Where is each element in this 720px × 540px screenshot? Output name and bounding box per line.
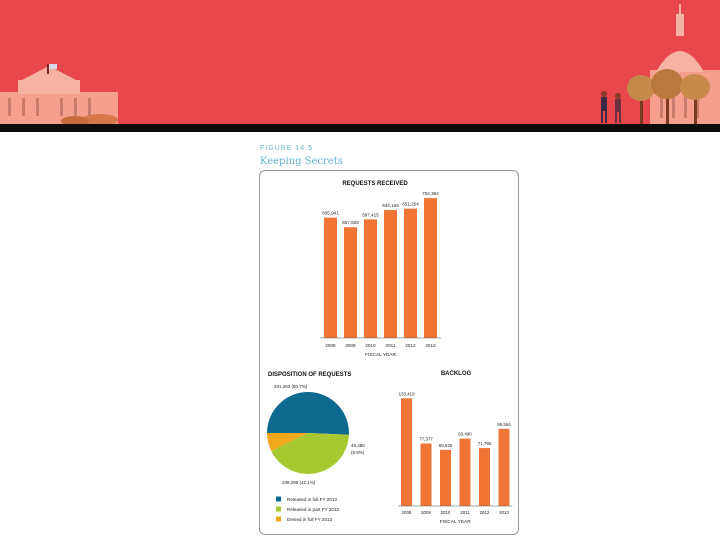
- backlog-tick-label-2013: 2013: [499, 510, 509, 515]
- requests-tick-label-2011: 2011: [386, 343, 396, 348]
- chart-card: REQUESTS RECEIVED 605,941 2008 557,825 2009 5…: [259, 170, 519, 535]
- legend-swatch-2: [276, 506, 281, 512]
- figure-title: Keeping Secrets: [260, 156, 343, 167]
- backlog-bar-2009: [420, 443, 432, 506]
- backlog-tick-label-2008: 2008: [402, 510, 412, 515]
- pie-slice-label-3-percent: (8.9%): [351, 450, 365, 455]
- trees-illustration: [627, 69, 710, 124]
- pie-slice-2: [271, 433, 349, 474]
- capitol-illustration: [650, 4, 720, 124]
- backlog-value-label-2009: 77,377: [419, 437, 433, 442]
- requests-bar-2008: [324, 217, 337, 338]
- legend-label-1: Released in full FY 2013: [287, 497, 337, 502]
- banner-illustration: [0, 4, 720, 124]
- requests-bar-2013: [424, 198, 437, 338]
- requests-value-label-2012: 651,254: [402, 202, 419, 207]
- pie-slice-3: [267, 433, 308, 451]
- pie-slice-label-1: 331,263 (50.7%): [274, 384, 308, 389]
- pie-slice-label-3-count: 45,380: [351, 443, 365, 448]
- backlog-chart-title: BACKLOG: [441, 371, 472, 377]
- requests-x-axis-label: FISCAL YEAR: [365, 352, 396, 358]
- backlog-bar-2010: [440, 449, 451, 506]
- requests-chart-title: REQUESTS RECEIVED: [342, 181, 408, 187]
- backlog-tick-label-2011: 2011: [460, 510, 470, 515]
- requests-tick-label-2009: 2009: [345, 343, 356, 348]
- requests-bar-2009: [344, 227, 357, 338]
- backlog-tick-label-2009: 2009: [421, 510, 431, 515]
- backlog-value-label-2010: 69,526: [439, 443, 453, 448]
- backlog-value-label-2012: 71,790: [478, 441, 492, 446]
- backlog-bar-2013: [498, 428, 510, 506]
- header-banner: [0, 0, 720, 124]
- requests-value-label-2013: 704,394: [422, 191, 439, 196]
- backlog-bar-2012: [479, 448, 490, 506]
- backlog-x-axis-label: FISCAL YEAR: [440, 519, 471, 525]
- requests-bar-2012: [404, 208, 417, 338]
- legend-swatch-1: [276, 496, 281, 502]
- backlog-value-label-2013: 95,564: [497, 422, 511, 427]
- requests-value-label-2011: 644,165: [382, 203, 399, 208]
- legend-label-2: Released in part FY 2013: [287, 507, 339, 512]
- pie-slice-label-2: 238,296 (42.1%): [282, 480, 316, 485]
- requests-tick-label-2010: 2010: [365, 343, 376, 348]
- legend-label-3: Denied in full FY 2013: [287, 517, 333, 522]
- requests-tick-label-2013: 2013: [425, 343, 436, 348]
- figure-label: FIGURE 14.5: [260, 145, 314, 152]
- requests-value-label-2009: 557,825: [342, 220, 359, 225]
- pie-slice-1: [267, 392, 349, 435]
- backlog-bar-2008: [401, 398, 412, 506]
- backlog-tick-label-2012: 2012: [480, 510, 490, 515]
- banner-rule: [0, 124, 720, 132]
- backlog-value-label-2011: 83,490: [458, 432, 472, 437]
- people-illustration: [601, 91, 621, 123]
- legend-swatch-3: [276, 516, 281, 522]
- chart-canvas: REQUESTS RECEIVED 605,941 2008 557,825 2009 5…: [267, 181, 513, 525]
- requests-value-label-2010: 597,415: [362, 212, 379, 217]
- requests-tick-label-2012: 2012: [405, 343, 416, 348]
- backlog-tick-label-2010: 2010: [441, 510, 451, 515]
- pie-chart-title: DISPOSITION OF REQUESTS: [268, 372, 351, 378]
- backlog-value-label-2008: 133,419: [399, 391, 415, 396]
- requests-value-label-2008: 605,941: [322, 211, 339, 216]
- requests-bar-2011: [384, 210, 397, 338]
- requests-tick-label-2008: 2008: [325, 343, 336, 348]
- backlog-bar-2011: [459, 438, 471, 506]
- requests-bar-2010: [364, 219, 377, 338]
- white-house-illustration: [0, 64, 118, 124]
